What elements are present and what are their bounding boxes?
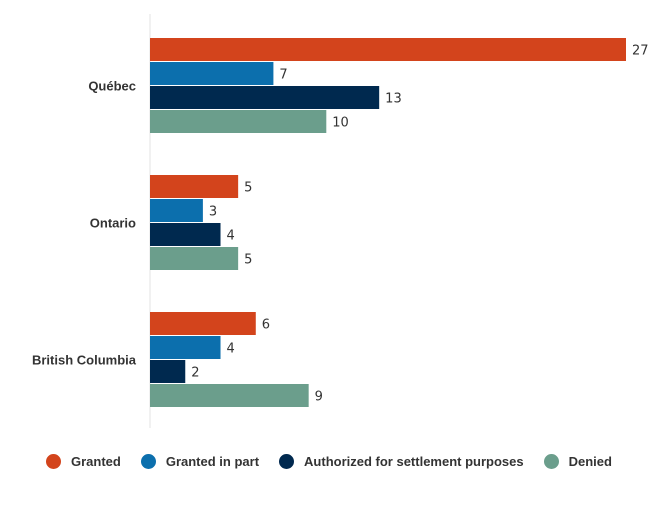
legend-item-granted-in-part[interactable]: Granted in part bbox=[140, 453, 260, 469]
value-label-qu-bec-denied: 10 bbox=[332, 116, 349, 131]
bar-ontario-granted[interactable] bbox=[150, 175, 239, 198]
value-label-ontario-granted: 5 bbox=[244, 181, 252, 196]
value-label-ontario-granted-in-part: 3 bbox=[209, 205, 217, 220]
value-label-ontario-authorized-for-settlement-purposes: 4 bbox=[227, 229, 235, 244]
legend-label-denied: Denied bbox=[568, 453, 612, 469]
category-label-qu-bec: Québec bbox=[88, 79, 136, 94]
bar-british-columbia-granted-in-part[interactable] bbox=[150, 336, 221, 359]
bar-british-columbia-denied[interactable] bbox=[150, 384, 309, 407]
bar-ontario-denied[interactable] bbox=[150, 247, 239, 270]
bar-british-columbia-granted[interactable] bbox=[150, 312, 256, 335]
legend-marker-authorized-settlement bbox=[279, 453, 295, 469]
value-label-british-columbia-denied: 9 bbox=[315, 390, 323, 405]
value-label-qu-bec-authorized-for-settlement-purposes: 13 bbox=[385, 92, 402, 107]
bar-ontario-authorized-for-settlement-purposes[interactable] bbox=[150, 223, 221, 246]
legend-marker-granted bbox=[46, 453, 61, 469]
legend: Granted Granted in part Authorized for s… bbox=[46, 452, 632, 470]
bar-ontario-granted-in-part[interactable] bbox=[150, 199, 203, 222]
bar-qu-bec-granted-in-part[interactable] bbox=[150, 62, 274, 85]
legend-item-authorized-settlement[interactable]: Authorized for settlement purposes bbox=[279, 453, 524, 469]
legend-marker-denied bbox=[543, 453, 559, 469]
category-label-british-columbia: British Columbia bbox=[32, 353, 137, 368]
category-label-ontario: Ontario bbox=[90, 216, 136, 231]
value-label-british-columbia-granted: 6 bbox=[262, 318, 270, 333]
value-label-ontario-denied: 5 bbox=[244, 253, 252, 268]
legend-item-granted[interactable]: Granted bbox=[46, 453, 121, 469]
bar-british-columbia-authorized-for-settlement-purposes[interactable] bbox=[150, 360, 186, 383]
legend-label-granted: Granted bbox=[71, 453, 121, 469]
value-label-qu-bec-granted: 27 bbox=[632, 44, 649, 59]
bar-qu-bec-authorized-for-settlement-purposes[interactable] bbox=[150, 86, 380, 109]
legend-label-authorized-settlement: Authorized for settlement purposes bbox=[304, 453, 524, 469]
value-label-british-columbia-authorized-for-settlement-purposes: 2 bbox=[191, 366, 199, 381]
bar-qu-bec-granted[interactable] bbox=[150, 38, 626, 61]
value-label-british-columbia-granted-in-part: 4 bbox=[227, 342, 235, 357]
legend-label-granted-in-part: Granted in part bbox=[165, 453, 260, 469]
legend-marker-granted-in-part bbox=[140, 453, 156, 469]
bar-qu-bec-denied[interactable] bbox=[150, 110, 327, 133]
value-label-qu-bec-granted-in-part: 7 bbox=[279, 68, 287, 83]
legend-item-denied[interactable]: Denied bbox=[543, 453, 612, 469]
